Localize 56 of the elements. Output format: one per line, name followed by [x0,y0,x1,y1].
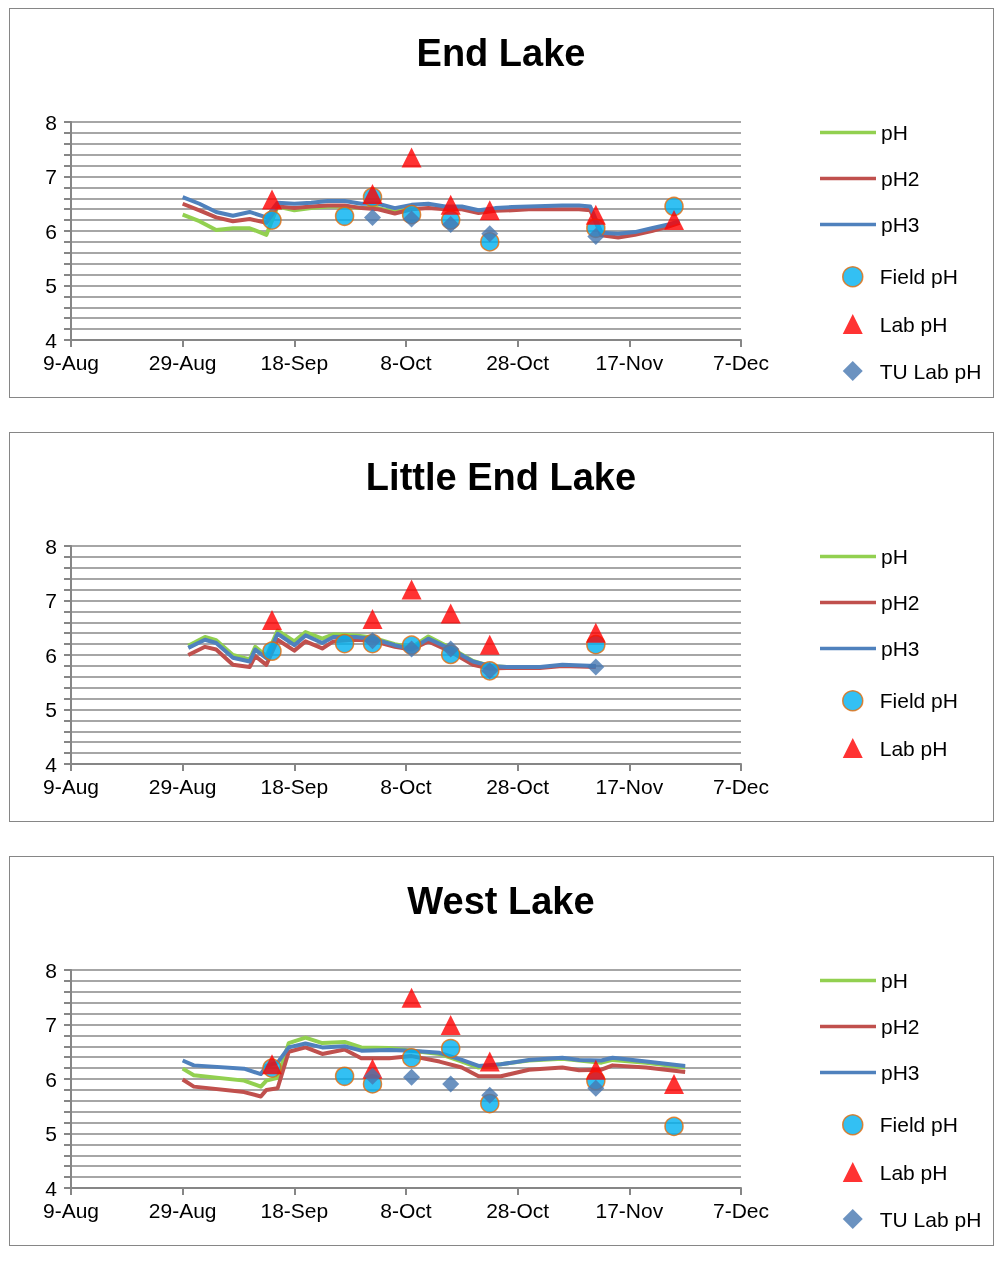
x-tick-label: 17-Nov [595,1199,664,1222]
x-tick-label: 7-Dec [712,775,770,798]
legend-label: pH3 [881,1061,920,1084]
x-tick-label: 18-Sep [260,775,329,798]
chart-title: West Lake [407,880,595,922]
y-tick-label: 6 [45,643,57,667]
legend-label: pH3 [881,637,920,660]
legend-label: pH2 [881,1015,920,1038]
x-tick-label: 9-Aug [42,1199,100,1222]
legend-label: TU Lab pH [879,1207,982,1231]
x-tick-label: 18-Sep [260,351,329,374]
x-tick-label: 9-Aug [42,775,100,798]
legend-label: pH [881,969,908,992]
x-tick-label: 28-Oct [486,775,550,798]
x-tick-label: 8-Oct [380,1199,432,1222]
legend-label: TU Lab pH [879,359,982,383]
y-tick-label: 4 [45,1176,58,1200]
y-tick-label: 6 [45,1067,57,1091]
y-tick-label: 8 [45,534,57,558]
y-tick-label: 8 [45,110,57,134]
y-tick-label: 6 [45,219,57,243]
y-tick-label: 5 [45,274,57,297]
y-tick-label: 7 [45,1013,57,1036]
x-tick-label: 28-Oct [486,1199,550,1222]
y-tick-label: 8 [45,958,57,982]
chart-title: End Lake [416,32,586,74]
legend-label: Lab pH [879,1160,948,1184]
y-tick-label: 7 [45,589,57,612]
x-tick-label: 29-Aug [148,1199,217,1222]
x-tick-label: 17-Nov [595,775,664,798]
legend-label: pH [881,545,908,568]
x-tick-label: 28-Oct [486,351,550,374]
x-tick-label: 9-Aug [42,351,100,374]
legend-label: Lab pH [879,736,948,760]
x-tick-label: 8-Oct [380,775,432,798]
legend-label: pH3 [881,213,920,236]
y-tick-label: 7 [45,165,57,188]
legend-label: Field pH [879,689,958,713]
legend-label: Field pH [879,265,958,289]
x-tick-label: 7-Dec [712,351,770,374]
legend-label: pH2 [881,167,920,190]
x-tick-label: 8-Oct [380,351,432,374]
legend-label: Field pH [879,1113,958,1137]
legend-label: Lab pH [879,312,948,336]
y-tick-label: 5 [45,1122,57,1145]
x-tick-label: 29-Aug [148,351,217,374]
x-tick-label: 29-Aug [148,775,217,798]
legend-label: pH [881,121,908,144]
x-tick-label: 7-Dec [712,1199,770,1222]
y-tick-label: 5 [45,698,57,721]
legend-label: pH2 [881,591,920,614]
y-tick-label: 4 [45,328,58,352]
y-tick-label: 4 [45,752,58,776]
x-tick-label: 17-Nov [595,351,664,374]
x-tick-label: 18-Sep [260,1199,329,1222]
chart-title: Little End Lake [365,456,637,498]
